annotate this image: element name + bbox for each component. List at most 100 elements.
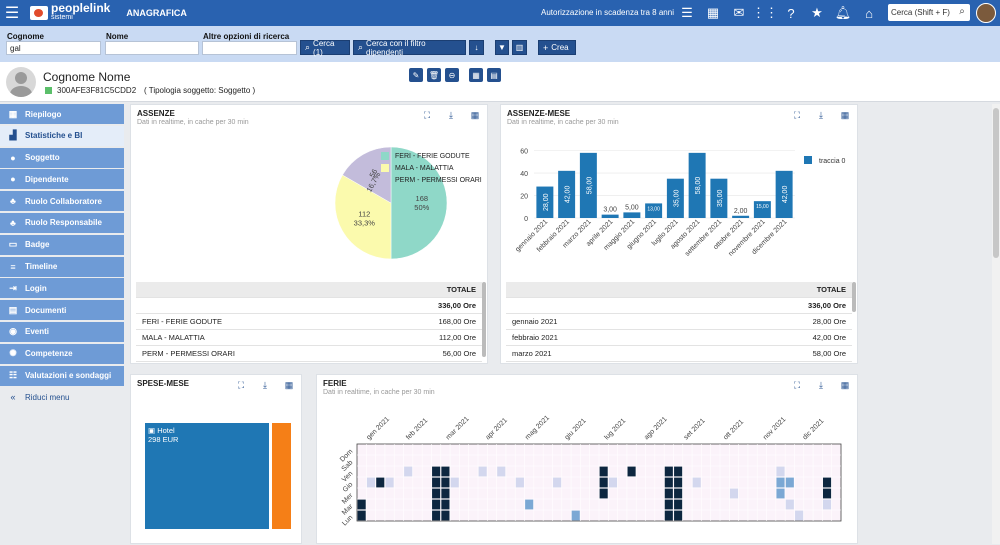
legend-item[interactable]: FERI - FERIE GODUTE [381,150,482,162]
heatmap-cell [441,510,450,521]
heatmap-cell [729,488,739,499]
search-icon[interactable]: ⌕ [959,6,965,17]
delete-icon[interactable]: 🗑︎ [427,68,441,82]
legend-label: PERM - PERMESSI ORARI [395,176,482,184]
treemap-hotel-block[interactable]: ▣ Hotel 298 EUR [145,423,269,529]
filter-button[interactable]: ▼ [495,40,509,55]
sidebar-item-label: Badge [25,240,50,250]
minus-circle-icon[interactable]: ⊖ [445,68,459,82]
heatmap-cell [599,466,608,477]
bar [666,178,684,218]
row-value: 112,00 Ore [439,333,476,342]
calendar-icon[interactable]: ▦ [706,5,720,20]
edit-icon[interactable]: ✎ [409,68,423,82]
download-circle-icon: ↓ [474,43,479,52]
download-icon[interactable]: ⤓ [449,110,453,120]
table-row[interactable]: marzo 2021 58,00 Ore [506,346,852,362]
table-header: TOTALE [506,282,852,298]
reduce-menu-button[interactable]: « Riduci menu [0,387,124,407]
hotel-icon: ▣ [148,426,156,435]
sidebar-item-soggetto[interactable]: ● Soggetto [0,147,124,168]
document-icon[interactable]: ▤ [487,68,501,82]
user-icon: ● [10,152,16,163]
bell-icon[interactable]: 🔔︎ [834,5,852,20]
legend-swatch [381,164,389,172]
altre-opzioni-input[interactable] [202,41,297,55]
sidebar-item-ruolo-responsabile[interactable]: ♣ Ruolo Responsabile [0,212,124,233]
heatmap-cell [497,466,506,477]
list-icon[interactable]: ☰ [681,5,693,20]
sidebar-item-login[interactable]: ⇥ Login [0,278,124,299]
mail-icon[interactable]: ✉ [733,5,745,20]
table-settings-icon[interactable]: ▦ [470,110,480,120]
login-icon: ⇥ [9,282,17,293]
menu-icon[interactable]: ☰ [4,5,20,22]
bar [536,186,554,218]
legend-swatch [381,152,389,160]
heatmap-cell [366,477,376,488]
reduce-menu-label: Riduci menu [25,392,70,402]
fullscreen-icon[interactable]: ⛶ [793,110,801,120]
table-settings-icon[interactable]: ▦ [840,380,850,390]
table-row[interactable]: MALA - MALATTIA 112,00 Ore [136,330,482,346]
apps-grid-icon[interactable]: ⋮⋮ [752,5,778,20]
download-icon[interactable]: ⤓ [263,380,267,390]
bar-value-label: 58,00 [695,177,702,195]
cerca-button[interactable]: ⌕ Cerca (1) [300,39,350,57]
heatmap-cell [664,510,673,521]
table-row[interactable]: gennaio 2021 28,00 Ore [506,314,852,330]
download-button[interactable]: ↓ [469,40,484,55]
table-scrollbar[interactable] [482,282,486,357]
sidebar-item-competenze[interactable]: ✺ Competenze [0,343,124,364]
sidebar-item-timeline[interactable]: ≡ Timeline [0,256,124,277]
user-avatar[interactable] [976,3,996,23]
heatmap-month-label: ott 2021 [722,418,745,441]
legend-item[interactable]: MALA - MALATTIA [381,162,482,174]
sidebar-item-documenti[interactable]: ▤ Documenti [0,300,124,321]
download-icon[interactable]: ⤓ [819,110,823,120]
sidebar-item-badge[interactable]: ▭ Badge [0,234,124,255]
bar [753,201,771,218]
help-icon[interactable]: ? [787,5,795,21]
qrcode-icon[interactable]: ▦ [469,68,483,82]
sidebar-item-ruolo-collaboratore[interactable]: ♣ Ruolo Collaboratore [0,191,124,212]
heatmap-cell [553,477,562,488]
nome-input[interactable] [105,41,199,55]
columns-button[interactable]: ▥ [512,40,527,55]
heatmap-cell [795,510,804,521]
page-scrollbar[interactable] [992,104,1000,544]
global-search-input[interactable]: Cerca (Shift + F) [888,4,970,21]
sidebar-item-dipendente[interactable]: ● Dipendente [0,169,124,190]
table-scrollbar[interactable] [852,282,856,312]
table-row[interactable]: FERI - FERIE GODUTE 168,00 Ore [136,314,482,330]
treemap-other-block[interactable] [272,423,291,529]
star-icon[interactable]: ★ [811,5,823,20]
heatmap-cell [608,477,618,488]
cerca-filtro-button[interactable]: ⌕ Cerca con il filtro dipendenti [353,39,466,57]
legend-item[interactable]: PERM - PERMESSI ORARI [381,174,482,186]
heatmap-cell [404,466,413,477]
filter-search-icon: ⌕ [358,42,364,52]
table-row[interactable]: febbraio 2021 42,00 Ore [506,330,852,346]
sidebar-item-statistiche-e-bi[interactable]: ▟ Statistiche e BI [0,125,124,146]
fullscreen-icon[interactable]: ⛶ [793,380,801,390]
sidebar-item-label: Login [25,283,47,293]
table-settings-icon[interactable]: ▦ [284,380,294,390]
table-row[interactable]: PERM - PERMESSI ORARI 56,00 Ore [136,346,482,362]
org-icon: ♣ [10,196,16,207]
crea-button[interactable]: + Crea [538,40,576,55]
row-value: 168,00 Ore [438,317,476,326]
home-icon[interactable]: ⌂ [865,5,873,21]
sidebar-item-eventi[interactable]: ◉ Eventi [0,321,124,342]
fullscreen-icon[interactable]: ⛶ [237,380,245,390]
download-icon[interactable]: ⤓ [819,380,823,390]
brand-logo[interactable]: peoplelink sistemi [30,2,110,22]
table-settings-icon[interactable]: ▦ [840,110,850,120]
sidebar-item-valutazioni-e-sondaggi[interactable]: ☷ Valutazioni e sondaggi [0,365,124,386]
fullscreen-icon[interactable]: ⛶ [423,110,431,120]
bar [775,170,793,218]
cognome-input[interactable]: gal [6,41,101,55]
bar-value-label: 5,00 [625,204,639,211]
sidebar-item-riepilogo[interactable]: ▦ Riepilogo [0,104,124,124]
